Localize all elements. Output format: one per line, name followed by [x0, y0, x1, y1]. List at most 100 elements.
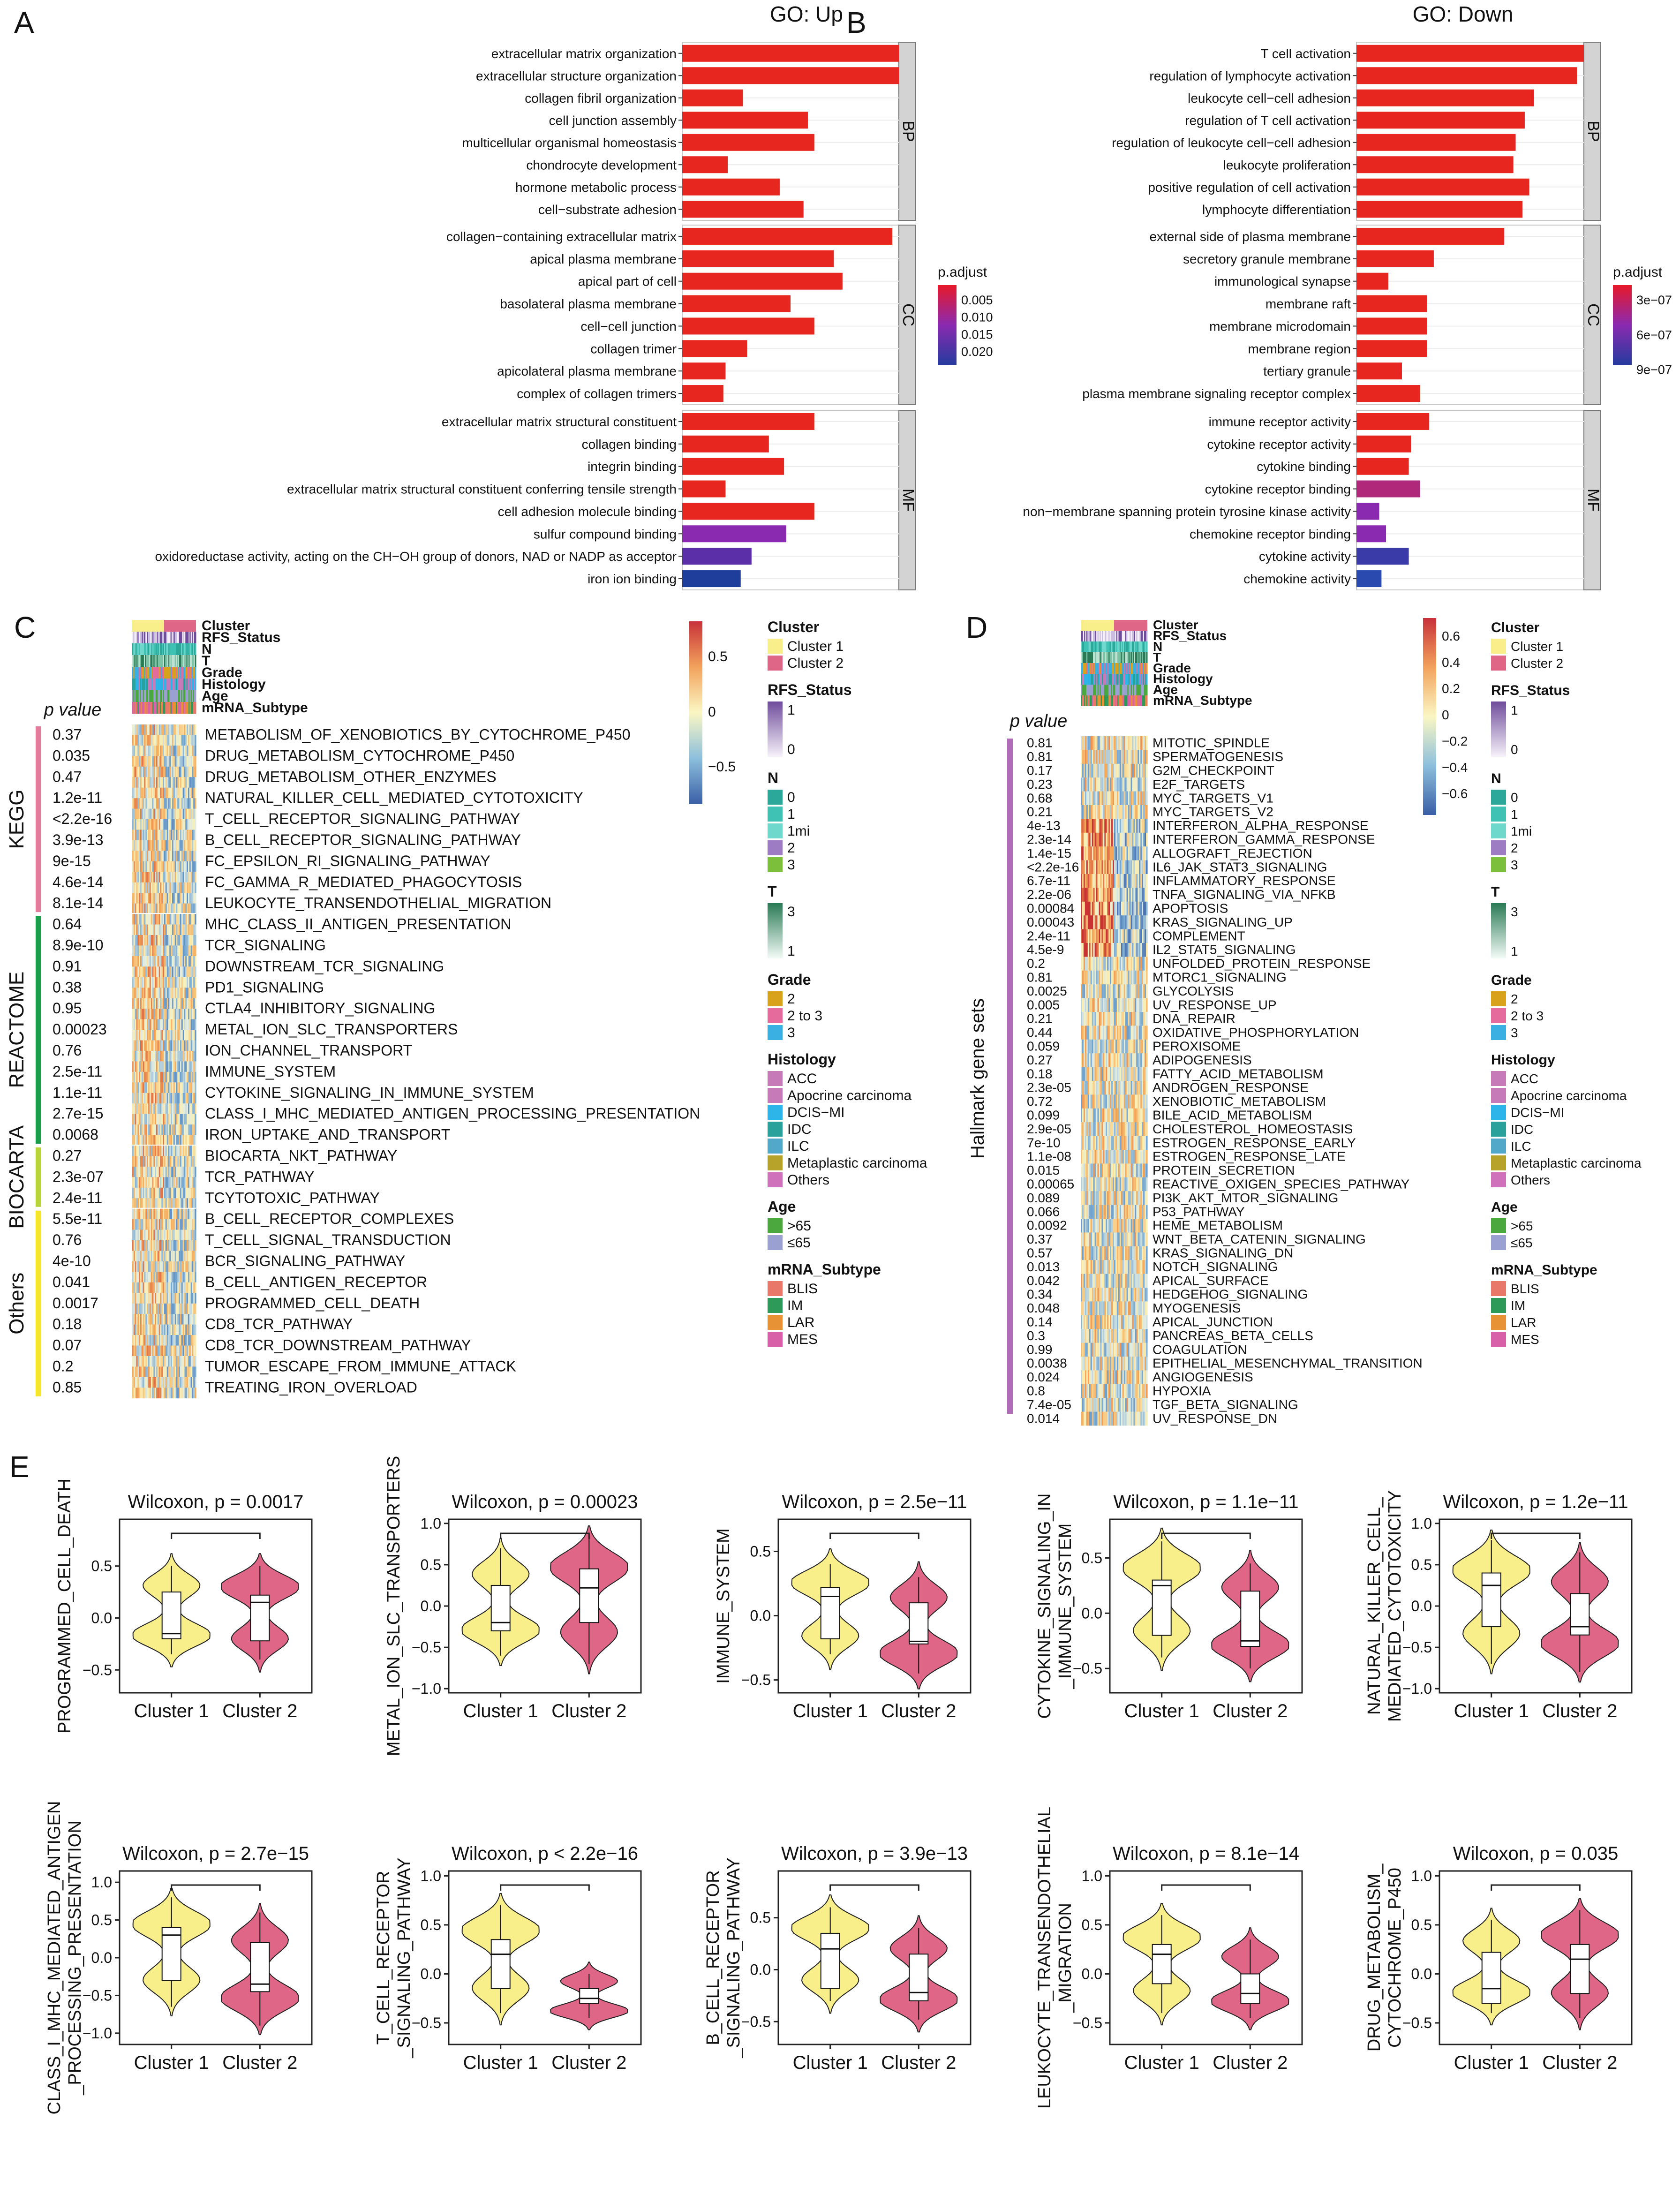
p-value: 0.21 — [1027, 1011, 1053, 1026]
hallmark-label: CHOLESTEROL_HOMEOSTASIS — [1153, 1122, 1353, 1136]
annotation-cluster1 — [1081, 620, 1114, 631]
hallmark-label: APOPTOSIS — [1153, 901, 1228, 916]
hallmark-label: DNA_REPAIR — [1153, 1011, 1236, 1026]
go-bar — [682, 525, 786, 543]
y-tick-label: 0.0 — [1082, 1965, 1102, 1982]
box — [161, 1592, 181, 1639]
go-bar — [682, 45, 899, 62]
go-bar — [1356, 295, 1427, 312]
go-term-label: membrane region — [1248, 341, 1351, 356]
pathway-label: TCR_SIGNALING — [205, 936, 326, 953]
pathway-label: BIOCARTA_NKT_PATHWAY — [205, 1147, 397, 1164]
go-bar — [1356, 156, 1514, 173]
hallmark-side-label: Hallmark gene sets — [967, 998, 988, 1159]
violin-plot-3: Wilcoxon, p = 2.5e−11 0.5 0.0 −0.5 IMMUNE_SY… — [714, 1492, 972, 1721]
legend-item: 0 — [1511, 742, 1518, 757]
x-tick-label: Cluster 1 — [134, 2052, 209, 2073]
heatmap-e: ClusterRFS_StatusNTGradeHistologyAgemRNA… — [967, 618, 1468, 1426]
legend-item: 0 — [787, 742, 795, 757]
pathway-label: IRON_UPTAKE_AND_TRANSPORT — [205, 1126, 450, 1143]
plot-title: Wilcoxon, p = 1.2e−11 — [1443, 1492, 1628, 1512]
legend-item: ACC — [1511, 1071, 1538, 1086]
hallmark-label: ANDROGEN_RESPONSE — [1153, 1080, 1309, 1095]
hallmark-label: IL2_STAT5_SIGNALING — [1153, 943, 1296, 957]
go-bar — [1356, 385, 1420, 402]
hallmark-label: HEME_METABOLISM — [1153, 1218, 1283, 1233]
legend-item: >65 — [787, 1218, 811, 1234]
legend-swatch — [768, 1281, 783, 1296]
pathway-label: B_CELL_RECEPTOR_SIGNALING_PATHWAY — [205, 831, 521, 848]
go-term-label: plasma membrane signaling receptor compl… — [1082, 386, 1351, 401]
legend-gradient — [1491, 903, 1506, 958]
go-bar — [1356, 272, 1388, 290]
go-term-label: cytokine receptor activity — [1207, 437, 1351, 452]
go-term-label: apical plasma membrane — [530, 252, 677, 266]
x-tick-label: Cluster 2 — [1213, 1701, 1288, 1721]
legend-swatch — [1491, 991, 1506, 1006]
go-bar — [1356, 413, 1430, 430]
go-term-label: cell−substrate adhesion — [538, 202, 677, 217]
p-value: 0.0017 — [53, 1295, 98, 1312]
legend-item: 2 to 3 — [1511, 1009, 1544, 1023]
go-bar — [1356, 340, 1427, 357]
go-bar — [1356, 89, 1534, 106]
hallmark-label: ANGIOGENESIS — [1153, 1370, 1253, 1384]
y-tick-label: 0.5 — [750, 1909, 771, 1926]
go-bar — [682, 548, 752, 565]
group-label-biocarta: BIOCARTA — [5, 1125, 28, 1229]
go-term-label: basolateral plasma membrane — [500, 297, 677, 311]
p-value: 0.99 — [1027, 1342, 1053, 1357]
legend-title: Histology — [768, 1051, 836, 1068]
legend-item: 1 — [1511, 807, 1518, 822]
hallmark-label: APICAL_JUNCTION — [1153, 1315, 1273, 1329]
legend-swatch — [768, 1235, 783, 1250]
y-tick-label: 0.5 — [421, 1556, 441, 1573]
box — [1570, 1593, 1590, 1636]
x-tick-label: Cluster 2 — [222, 1701, 297, 1721]
facet-label-bp: BP — [1584, 121, 1602, 142]
pathway-label: PROGRAMMED_CELL_DEATH — [205, 1295, 420, 1312]
legend-swatch — [1491, 1088, 1506, 1103]
go-term-label: apical part of cell — [578, 274, 677, 289]
legend-item: Cluster 1 — [1511, 639, 1563, 654]
y-axis-label: DRUG_METABOLISM_ — [1364, 1863, 1384, 2052]
y-axis-label: B_CELL_RECEPTOR — [703, 1870, 723, 2045]
go-bar — [682, 89, 743, 106]
pathway-label: B_CELL_ANTIGEN_RECEPTOR — [205, 1274, 427, 1290]
p-value: 0.2 — [53, 1358, 73, 1374]
significance-bracket — [1491, 1884, 1581, 1891]
go-down-chart-title: GO: Down — [1413, 2, 1514, 26]
facet-label-bp: BP — [899, 121, 917, 142]
p-value: 9e-15 — [53, 852, 91, 869]
annotation-label: Age — [1153, 682, 1178, 697]
go-bar — [682, 435, 769, 453]
legend-swatch — [768, 857, 783, 872]
facet-strip — [898, 225, 916, 405]
annotation-cluster1 — [132, 620, 164, 632]
p-value: 0.024 — [1027, 1370, 1060, 1384]
facet-label-mf: MF — [1584, 489, 1602, 512]
go-term-label: cytokine receptor binding — [1205, 482, 1351, 497]
p-value: 2.2e-06 — [1027, 887, 1071, 902]
hallmark-label: ESTROGEN_RESPONSE_LATE — [1153, 1149, 1346, 1164]
pathway-label: T_CELL_RECEPTOR_SIGNALING_PATHWAY — [205, 810, 520, 827]
hallmark-label: EPITHELIAL_MESENCHYMAL_TRANSITION — [1153, 1356, 1423, 1371]
facet-strip — [1583, 410, 1601, 590]
p-value: 0.0068 — [53, 1126, 98, 1143]
p-value: 1.2e-11 — [53, 789, 102, 806]
p-value: 0.042 — [1027, 1273, 1060, 1288]
legend-item: 3 — [787, 904, 795, 920]
p-value: 0.37 — [1027, 1232, 1053, 1246]
annotation-label: Histology — [1153, 671, 1213, 686]
legend-title: N — [768, 769, 778, 786]
legend-item: >65 — [1511, 1219, 1533, 1233]
go-bar — [682, 178, 780, 196]
significance-bracket — [1491, 1532, 1581, 1539]
p-value: 0.089 — [1027, 1191, 1060, 1205]
hallmark-label: FATTY_ACID_METABOLISM — [1153, 1066, 1324, 1081]
x-tick-label: Cluster 1 — [463, 2052, 538, 2073]
box — [1152, 1944, 1172, 1984]
x-tick-label: Cluster 2 — [1542, 2052, 1617, 2073]
go-term-label: immunological synapse — [1214, 274, 1351, 289]
go-term-label: cell junction assembly — [549, 113, 677, 128]
